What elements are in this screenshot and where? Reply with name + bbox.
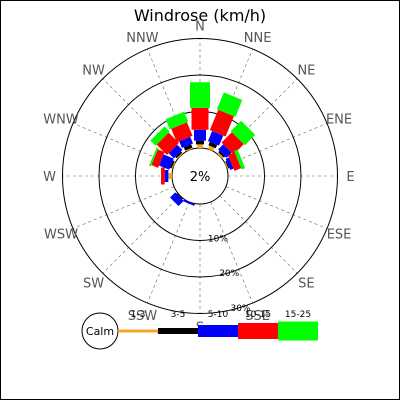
petal-nnw-10-15 — [171, 122, 193, 143]
spoke-ssw — [147, 201, 190, 304]
spoke-sw — [102, 195, 181, 274]
petal-n-3-5 — [196, 140, 204, 145]
ring-30 — [62, 38, 338, 314]
petal-nne-1-3 — [207, 145, 215, 152]
petal-n-10-15 — [191, 107, 209, 130]
direction-label-nw: NW — [82, 64, 105, 79]
legend-label-10-15: 10-15 — [245, 310, 271, 320]
direction-label-w: W — [43, 170, 56, 185]
petal-nw-3-5 — [175, 151, 183, 159]
petal-nne-15-25 — [216, 92, 243, 117]
legend-calm-label: Calm — [86, 325, 114, 338]
direction-label-nne: NNE — [244, 31, 272, 46]
ring-label-30pct: 30% — [230, 304, 250, 314]
petal-wnw-1-3 — [171, 162, 176, 169]
petal-nne-5-10 — [207, 130, 224, 146]
petal-ene-15-25 — [234, 149, 246, 170]
legend: Calm 1-3 3-5 5-10 10-15 15-25 — [81, 310, 318, 350]
petal-sw-5-10 — [170, 192, 184, 206]
grid: 2% — [62, 38, 338, 314]
ring-label-10pct: 10% — [208, 234, 228, 244]
direction-label-wsw: WSW — [44, 228, 78, 243]
legend-swatch-10-15 — [238, 323, 278, 339]
petal-w-5-10 — [164, 170, 169, 182]
petal-ene-5-10 — [225, 157, 234, 170]
petal-nne-10-15 — [209, 109, 234, 137]
direction-label-se: SE — [298, 276, 314, 291]
petal-ssw-5-10 — [183, 199, 195, 206]
chart-title: Windrose (km/h) — [133, 6, 267, 25]
petal-w-1-3 — [168, 173, 172, 179]
direction-label-ssw: SSW — [128, 309, 158, 324]
ring-20 — [98, 74, 302, 278]
petal-sw-3-5 — [176, 192, 184, 200]
direction-label-ne: NE — [297, 64, 315, 79]
petal-ene-3-5 — [225, 160, 230, 169]
center-percent-label: 2% — [190, 170, 211, 185]
petal-nnw-5-10 — [179, 136, 194, 149]
direction-label-ese: ESE — [327, 228, 352, 243]
direction-label-e: E — [346, 170, 354, 185]
legend-label-15-25: 15-25 — [285, 310, 311, 320]
petals — [149, 82, 256, 206]
petal-ne-10-15 — [221, 132, 244, 155]
direction-label-wnw: WNW — [43, 112, 79, 127]
spoke-ese — [225, 186, 328, 229]
petal-w-10-15 — [161, 167, 165, 185]
petal-ne-3-5 — [218, 150, 226, 158]
petal-nw-1-3 — [177, 153, 183, 159]
petal-nw-10-15 — [156, 132, 179, 155]
ring-labels: 10% 20% 30% — [208, 234, 251, 313]
petal-n-1-3 — [197, 144, 203, 148]
spoke-sse — [210, 201, 253, 304]
petal-wnw-15-25 — [149, 147, 159, 167]
petal-wnw-3-5 — [169, 160, 175, 169]
direction-label-ene: ENE — [326, 112, 352, 127]
petal-nnw-15-25 — [165, 111, 189, 130]
direction-label-sse: SSE — [245, 309, 270, 324]
legend-swatch-5-10 — [198, 325, 238, 337]
legend-swatch-1-3 — [118, 329, 158, 333]
petal-wnw-10-15 — [151, 149, 165, 168]
petal-ne-5-10 — [218, 144, 232, 158]
petal-nw-15-25 — [150, 126, 170, 146]
petal-nw-5-10 — [168, 144, 183, 159]
direction-label-sw: SW — [83, 276, 104, 291]
petal-nnw-1-3 — [186, 147, 193, 152]
legend-swatch-15-25 — [278, 321, 318, 341]
legend-label-3-5: 3-5 — [171, 310, 186, 320]
direction-label-nnw: NNW — [126, 31, 158, 46]
petal-ene-1-3 — [224, 162, 229, 169]
petal-n-15-25 — [190, 82, 210, 108]
spoke-wsw — [72, 186, 175, 229]
ring-label-20pct: 20% — [219, 269, 239, 279]
legend-swatch-3-5 — [158, 328, 198, 334]
petal-ne-1-3 — [217, 152, 224, 159]
petal-ene-10-15 — [228, 152, 242, 171]
spoke-se — [219, 195, 298, 274]
petal-wnw-5-10 — [159, 154, 174, 170]
legend-label-5-10: 5-10 — [208, 310, 229, 320]
spoke-ene — [225, 123, 328, 166]
petal-nnw-3-5 — [183, 144, 193, 151]
legend-label-1-3: 1-3 — [131, 310, 146, 320]
direction-label-n: N — [195, 20, 205, 35]
petal-ne-15-25 — [230, 120, 256, 146]
petal-n-5-10 — [194, 129, 206, 141]
petal-nne-3-5 — [208, 141, 218, 149]
